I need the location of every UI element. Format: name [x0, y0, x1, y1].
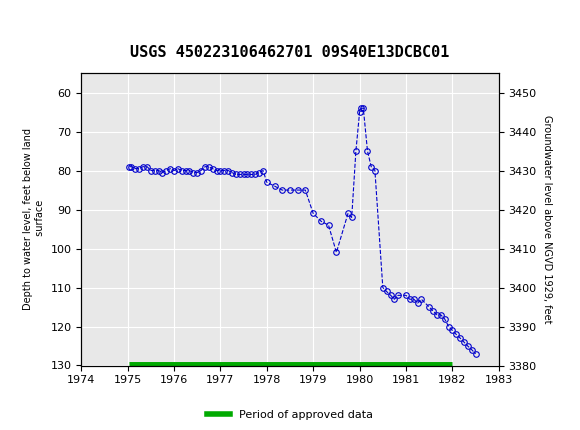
Legend: Period of approved data: Period of approved data [203, 405, 377, 424]
Y-axis label: Depth to water level, feet below land
 surface: Depth to water level, feet below land su… [23, 128, 45, 310]
Y-axis label: Groundwater level above NGVD 1929, feet: Groundwater level above NGVD 1929, feet [542, 115, 552, 323]
Text: USGS 450223106462701 09S40E13DCBC01: USGS 450223106462701 09S40E13DCBC01 [130, 45, 450, 60]
Text: ≡USGS: ≡USGS [6, 16, 64, 35]
